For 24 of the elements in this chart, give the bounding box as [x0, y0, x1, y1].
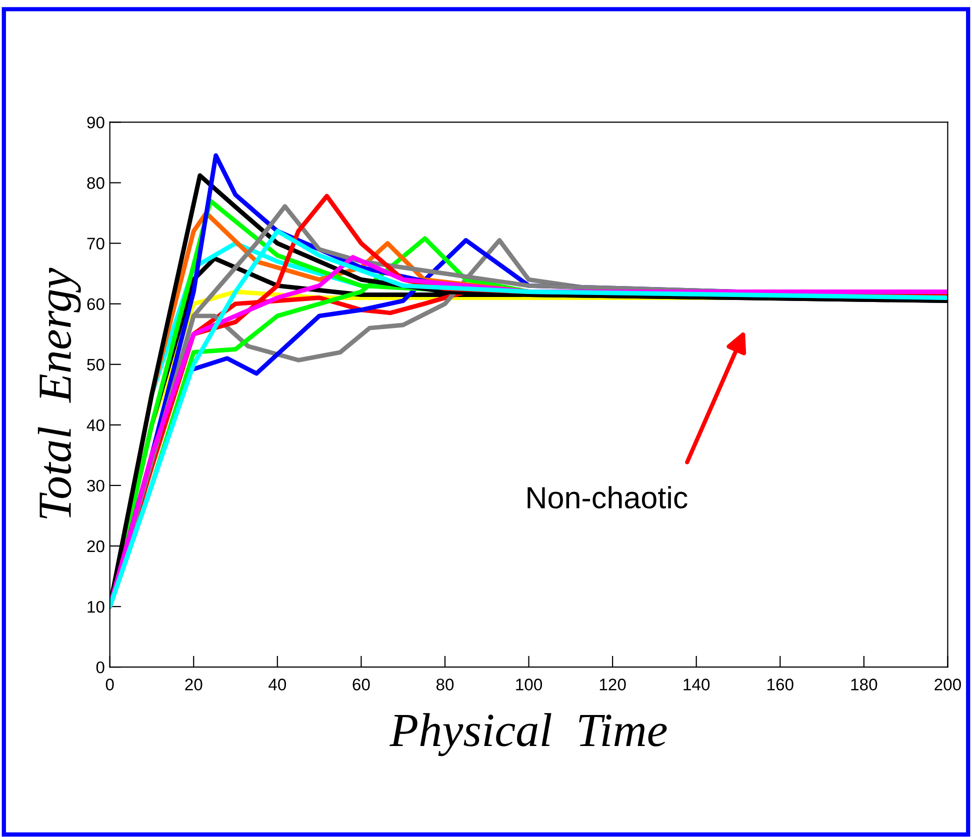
x-tick-label: 120	[600, 678, 626, 690]
x-tick-label: 0	[106, 678, 114, 690]
y-tick-label: 40	[86, 419, 104, 432]
x-tick-label: 80	[436, 678, 454, 690]
y-tick-label: 50	[87, 358, 104, 371]
x-tick-label: 160	[767, 678, 794, 690]
annotation: Non-chaotic	[528, 486, 688, 509]
x-tick-label: 200	[934, 678, 961, 690]
x-tick-label: 100	[516, 678, 542, 690]
x-tick-label: 140	[684, 678, 710, 690]
y-tick-label: 80	[87, 177, 104, 189]
y-tick-label: 90	[87, 116, 104, 128]
x-tick-label: 20	[185, 678, 202, 690]
y-tick-label: 30	[87, 480, 104, 492]
y-axis-title: Total Energy	[38, 268, 81, 518]
x-tick-label: 60	[352, 678, 370, 690]
x-tick-label: 40	[268, 678, 286, 690]
y-tick-label: 70	[87, 238, 104, 250]
x-axis-title: Physical Time	[389, 713, 667, 756]
y-tick-label: 10	[88, 600, 104, 613]
y-tick-label: 0	[96, 661, 104, 674]
x-tick-label: 180	[851, 678, 878, 690]
y-tick-label: 60	[87, 298, 104, 310]
y-tick-label: 20	[87, 540, 104, 552]
